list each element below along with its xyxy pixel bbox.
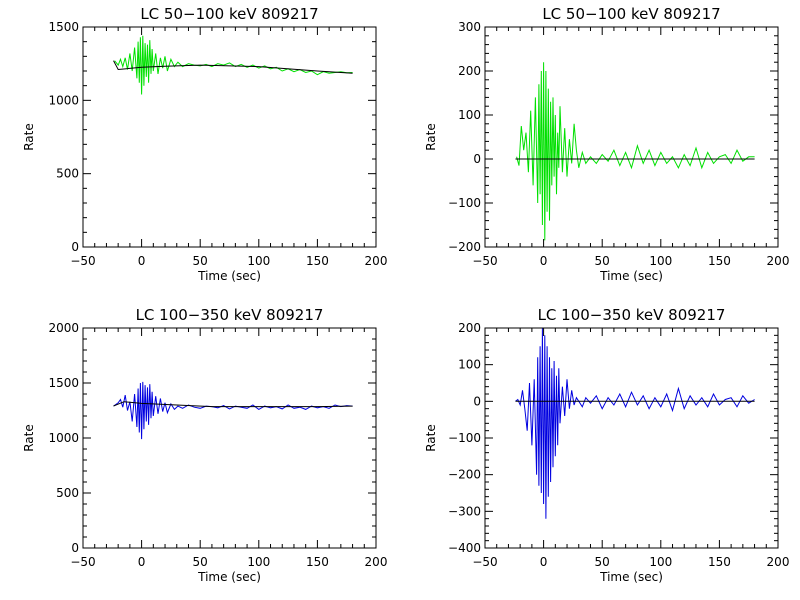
series-line-0: [515, 327, 755, 519]
x-tick-label: 200: [767, 254, 790, 268]
y-axis-label: Rate: [22, 424, 36, 452]
y-tick-label: 2000: [48, 321, 79, 335]
plot-frame: [82, 327, 377, 549]
y-axis-label: Rate: [424, 123, 438, 151]
y-tick-label: 500: [56, 486, 79, 500]
y-tick-label: 200: [458, 321, 481, 335]
chart-title: LC 100−350 keV 809217: [136, 306, 324, 324]
x-tick-label: 0: [138, 555, 146, 569]
plot-frame: [484, 327, 779, 549]
plot-frame: [82, 26, 377, 248]
y-tick-label: 1000: [48, 431, 79, 445]
x-tick-label: 150: [708, 555, 731, 569]
x-tick-label: 100: [649, 254, 672, 268]
series-line-0: [516, 62, 755, 241]
x-tick-label: 200: [767, 555, 790, 569]
x-axis-label: Time (sec): [599, 570, 663, 584]
x-tick-label: 50: [595, 254, 610, 268]
x-tick-label: 150: [306, 555, 329, 569]
y-tick-label: −200: [448, 240, 481, 254]
x-axis-label: Time (sec): [197, 570, 261, 584]
x-tick-label: 0: [540, 555, 548, 569]
chart-title: LC 50−100 keV 809217: [140, 5, 318, 23]
y-tick-label: 0: [473, 394, 481, 408]
x-tick-label: −50: [472, 555, 497, 569]
x-tick-label: −50: [70, 555, 95, 569]
y-tick-label: 1500: [48, 376, 79, 390]
y-tick-label: 100: [458, 108, 481, 122]
series-line-0: [114, 35, 353, 95]
y-tick-label: −200: [448, 468, 481, 482]
y-tick-label: 1500: [48, 20, 79, 34]
series-line-1: [113, 401, 353, 408]
x-tick-label: 50: [193, 254, 208, 268]
y-axis-label: Rate: [22, 123, 36, 151]
y-axis-label: Rate: [424, 424, 438, 452]
chart-title: LC 50−100 keV 809217: [542, 5, 720, 23]
series-line-0: [113, 381, 353, 440]
y-tick-label: −100: [448, 431, 481, 445]
y-tick-label: 1000: [48, 93, 79, 107]
y-tick-label: −100: [448, 196, 481, 210]
x-axis-label: Time (sec): [599, 269, 663, 283]
plot-frame: [484, 26, 779, 248]
x-tick-label: −50: [70, 254, 95, 268]
series-line-1: [113, 60, 353, 74]
y-tick-label: 300: [458, 20, 481, 34]
chart-title: LC 100−350 keV 809217: [538, 306, 726, 324]
x-tick-label: 100: [247, 254, 270, 268]
x-tick-label: 200: [365, 555, 388, 569]
y-tick-label: −300: [448, 504, 481, 518]
y-tick-label: 100: [458, 358, 481, 372]
x-tick-label: 100: [649, 555, 672, 569]
x-tick-label: 0: [138, 254, 146, 268]
x-tick-label: −50: [472, 254, 497, 268]
y-tick-label: −400: [448, 541, 481, 555]
x-tick-label: 50: [193, 555, 208, 569]
y-tick-label: 200: [458, 64, 481, 78]
y-tick-label: 0: [473, 152, 481, 166]
x-axis-label: Time (sec): [197, 269, 261, 283]
x-tick-label: 0: [540, 254, 548, 268]
x-tick-label: 200: [365, 254, 388, 268]
x-tick-label: 150: [306, 254, 329, 268]
y-tick-label: 0: [71, 541, 79, 555]
x-tick-label: 100: [247, 555, 270, 569]
chart-panel-bottom-right: −50 0 50 100 150 200 −400 −300 −200 −100 0 100 200 LC…: [424, 306, 789, 584]
y-tick-label: 500: [56, 167, 79, 181]
x-tick-label: 50: [595, 555, 610, 569]
y-tick-label: 0: [71, 240, 79, 254]
chart-panel-top-right: −50 0 50 100 150 200 −200 −100 0 100 200 300 LC 50−1…: [424, 5, 789, 283]
x-tick-label: 150: [708, 254, 731, 268]
